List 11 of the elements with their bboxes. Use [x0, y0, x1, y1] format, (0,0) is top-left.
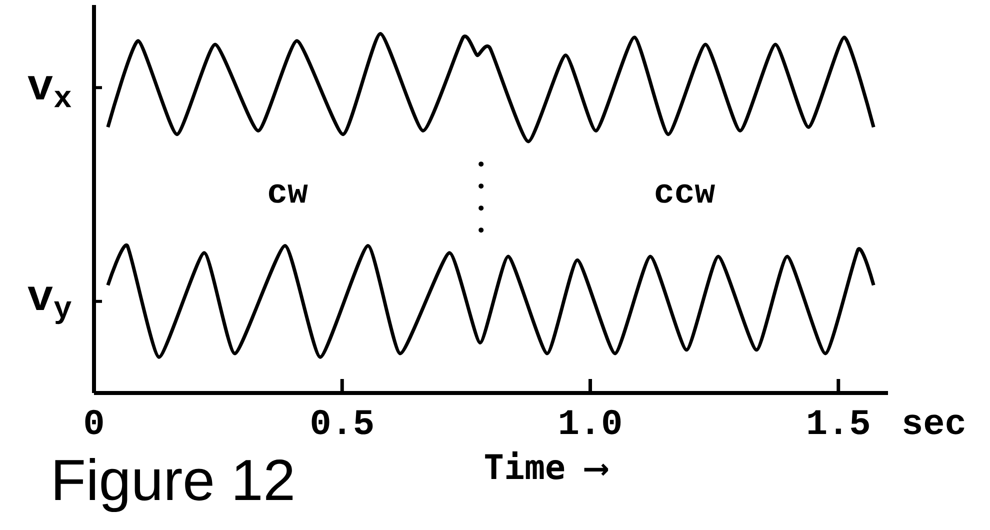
- x-tick-label: 1.5: [808, 410, 869, 434]
- x-tick-label: 0: [85, 410, 103, 434]
- annotation: ccw: [656, 184, 715, 203]
- annotation: cw: [268, 184, 308, 203]
- text: Figure 12: [55, 458, 293, 512]
- x-axis-title: Time ⟶: [485, 451, 608, 480]
- legend-label: v$_{x}$: [28, 76, 72, 108]
- legend-label: v$_{y}$: [28, 286, 72, 324]
- x-tick-label: 1.0: [560, 410, 621, 434]
- text: sec: [904, 414, 964, 434]
- x-tick-label: 0.5: [312, 410, 373, 434]
